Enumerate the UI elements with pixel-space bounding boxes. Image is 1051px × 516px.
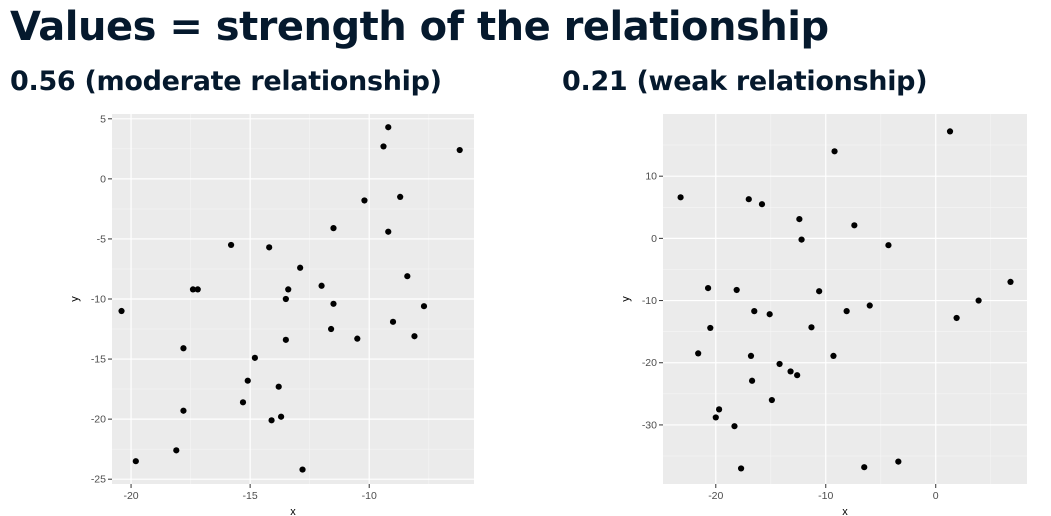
data-point: [776, 360, 783, 368]
data-point: [861, 464, 868, 471]
data-point: [239, 399, 247, 406]
data-point: [895, 458, 902, 465]
tick-label-y: -20: [91, 414, 106, 426]
data-point: [282, 336, 289, 343]
data-point: [766, 311, 773, 318]
tick-label-x: -10: [362, 490, 377, 502]
data-point: [380, 143, 387, 150]
y-axis-label: y: [69, 296, 81, 302]
data-point: [330, 300, 337, 307]
tick-label-y: 0: [100, 173, 106, 185]
data-point: [268, 417, 275, 424]
data-point: [866, 302, 873, 309]
tick-label-y: -10: [642, 295, 657, 307]
data-point: [787, 368, 794, 375]
data-point: [808, 324, 815, 331]
tick-label-y: 0: [651, 233, 657, 245]
data-point: [318, 282, 325, 289]
data-point: [695, 350, 702, 357]
data-point: [194, 286, 201, 293]
tick-label-x: -20: [123, 490, 138, 502]
x-axis-label: x: [842, 506, 848, 516]
data-point: [285, 286, 292, 293]
tick-label-x: -20: [708, 490, 723, 502]
data-point: [385, 124, 392, 131]
tick-label-x: -15: [243, 490, 258, 502]
data-point: [745, 196, 752, 203]
data-point: [118, 307, 125, 315]
data-point: [389, 318, 397, 325]
chart-title-left: 0.56 (moderate relationship): [10, 66, 442, 97]
data-point: [297, 264, 304, 271]
data-point: [266, 244, 273, 251]
data-point: [885, 242, 892, 249]
data-point: [330, 225, 337, 232]
data-point: [794, 372, 801, 379]
data-point: [946, 128, 954, 135]
data-point: [180, 407, 187, 414]
tick-label-x: 0: [933, 490, 939, 502]
data-point: [132, 458, 139, 465]
data-point: [747, 352, 755, 359]
data-point: [768, 396, 775, 404]
data-point: [748, 377, 756, 384]
data-point: [715, 406, 723, 413]
data-point: [830, 352, 837, 359]
tick-label-y: -15: [91, 354, 106, 366]
data-point: [712, 414, 719, 421]
data-point: [758, 201, 766, 208]
data-point: [704, 285, 712, 292]
tick-label-y: -30: [642, 419, 657, 431]
data-point: [953, 314, 960, 322]
data-point: [751, 308, 758, 315]
chart-left: -20 -15 -10 5 0 -5 -10 -15 -20 -25 x y: [69, 113, 474, 516]
tick-label-y: -20: [642, 357, 657, 369]
tick-label-y: 10: [645, 171, 657, 183]
data-point: [328, 325, 335, 333]
tick-label-x: -10: [818, 490, 833, 502]
tick-label-y: -10: [91, 294, 106, 306]
data-point: [731, 423, 738, 430]
plot-panel: [663, 114, 1027, 484]
data-point: [975, 297, 982, 304]
data-point: [251, 354, 258, 361]
data-point: [404, 273, 411, 280]
tick-label-y: -5: [97, 233, 106, 245]
data-point: [385, 228, 392, 235]
data-point: [397, 193, 404, 200]
data-point: [180, 345, 187, 352]
data-point: [354, 335, 361, 342]
data-point: [843, 308, 850, 315]
data-point: [733, 286, 740, 294]
data-point: [816, 288, 823, 295]
data-point: [420, 303, 428, 310]
data-point: [277, 413, 285, 420]
data-point: [361, 197, 368, 204]
data-point: [244, 377, 251, 384]
data-point: [798, 236, 805, 243]
slide-title: Values = strength of the relationship: [10, 4, 829, 50]
data-point: [707, 324, 714, 332]
data-point: [1007, 278, 1014, 285]
chart-title-right: 0.21 (weak relationship): [562, 66, 928, 97]
data-point: [189, 286, 197, 293]
data-point: [831, 148, 838, 155]
data-point: [737, 465, 745, 472]
data-point: [173, 447, 180, 454]
data-point: [227, 241, 235, 249]
data-point: [282, 295, 289, 303]
y-axis-label: y: [620, 296, 632, 302]
data-point: [456, 146, 463, 154]
data-point: [851, 222, 858, 229]
data-point: [411, 333, 418, 340]
data-point: [796, 215, 803, 223]
data-point: [677, 194, 684, 201]
tick-label-y: 5: [100, 113, 106, 125]
data-point: [275, 383, 282, 390]
data-point: [299, 466, 306, 473]
tick-label-y: -25: [91, 474, 106, 486]
x-axis-label: x: [290, 506, 296, 516]
